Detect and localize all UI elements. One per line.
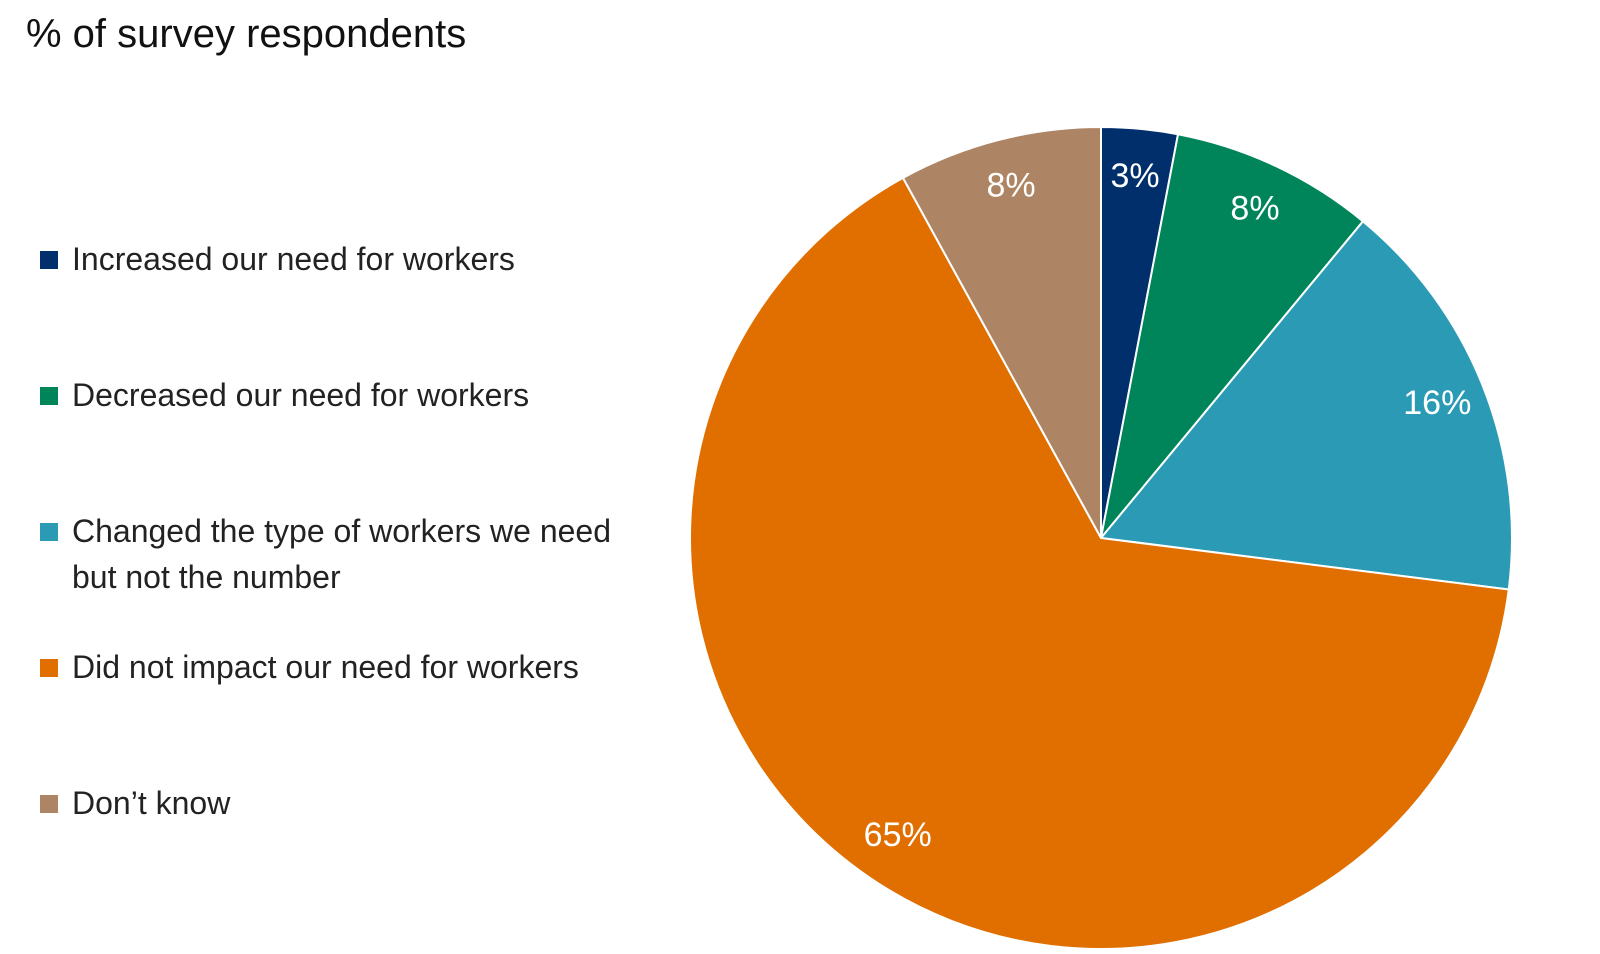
legend-item: Did not impact our need for workers (40, 644, 612, 690)
legend-item: Don’t know (40, 780, 612, 826)
legend-swatch (40, 387, 58, 405)
legend-item: Changed the type of workers we need but … (40, 508, 612, 600)
pie-slice (901, 125, 1102, 539)
data-label: 16% (1403, 384, 1471, 422)
legend-item: Decreased our need for workers (40, 372, 612, 418)
legend-label: Changed the type of workers we need but … (72, 513, 611, 595)
legend-swatch (40, 659, 58, 677)
legend-label: Decreased our need for workers (72, 377, 530, 413)
data-label: 8% (1230, 190, 1279, 228)
legend-swatch (40, 523, 58, 541)
pie-slice (1099, 219, 1513, 591)
pie-slice (689, 176, 1510, 950)
legend-label: Increased our need for workers (72, 241, 515, 277)
pie-slice (1100, 133, 1365, 539)
chart-title: % of survey respondents (26, 12, 467, 56)
legend-swatch (40, 251, 58, 269)
legend-label: Don’t know (72, 785, 231, 821)
data-label: 65% (864, 816, 932, 854)
legend-item: Increased our need for workers (40, 236, 612, 282)
legend-label: Did not impact our need for workers (72, 649, 579, 685)
data-label: 3% (1110, 157, 1159, 195)
legend-swatch (40, 795, 58, 813)
data-label: 8% (986, 167, 1035, 205)
